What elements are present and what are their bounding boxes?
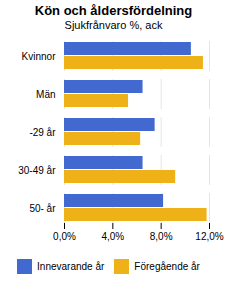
svg-text:-29 år: -29 år bbox=[29, 127, 56, 138]
svg-text:4,0%: 4,0% bbox=[101, 231, 124, 242]
html-text:Kön och åldersfördelning: Kön och åldersfördelning bbox=[34, 3, 193, 18]
svg-text:50- år: 50- år bbox=[29, 203, 56, 214]
svg-text:Män: Män bbox=[36, 89, 55, 100]
svg-text:Kvinnor: Kvinnor bbox=[22, 51, 57, 62]
html-text:Sjukfrånvaro %, ack: Sjukfrånvaro %, ack bbox=[64, 19, 163, 31]
html-text:Innevarande år: Innevarande år bbox=[37, 261, 105, 272]
svg-text:30-49 år: 30-49 år bbox=[18, 165, 56, 176]
html-text:Föregående år: Föregående år bbox=[134, 261, 200, 272]
svg-text:8,0%: 8,0% bbox=[150, 231, 173, 242]
svg-text:0,0%: 0,0% bbox=[53, 231, 76, 242]
svg-text:12,0%: 12,0% bbox=[195, 231, 223, 242]
